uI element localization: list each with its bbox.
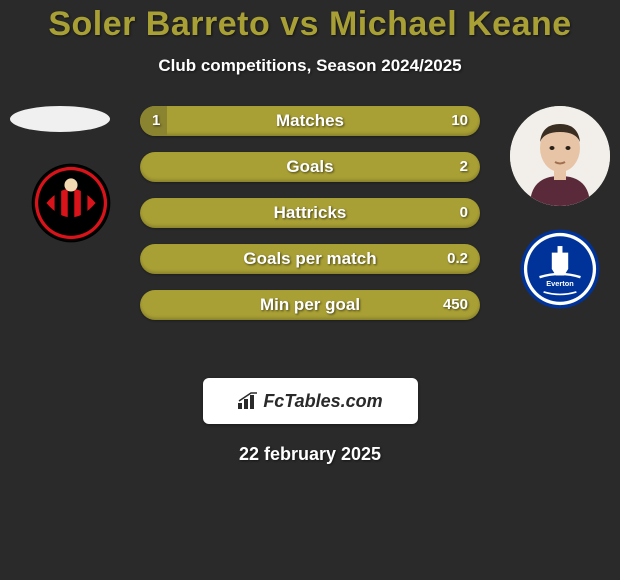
- stat-label: Goals: [140, 152, 480, 182]
- player-portrait-icon: [510, 106, 610, 206]
- bar-chart-icon: [237, 392, 259, 410]
- club-left-logo: [30, 162, 112, 244]
- subtitle: Club competitions, Season 2024/2025: [0, 56, 620, 76]
- stat-right-value: 10: [451, 106, 468, 136]
- left-column: [10, 106, 130, 244]
- brand-text: FcTables.com: [263, 391, 382, 412]
- brand-inner: FcTables.com: [237, 391, 382, 412]
- main-area: 1 Matches 10 Goals 2 Hattricks 0 Goals p…: [0, 106, 620, 366]
- date-text: 22 february 2025: [0, 444, 620, 465]
- stat-bars: 1 Matches 10 Goals 2 Hattricks 0 Goals p…: [140, 106, 480, 336]
- stat-label: Min per goal: [140, 290, 480, 320]
- stat-label: Matches: [140, 106, 480, 136]
- stat-label: Hattricks: [140, 198, 480, 228]
- everton-crest-icon: Everton: [519, 228, 601, 310]
- player-left-avatar: [10, 106, 110, 132]
- stat-right-value: 450: [443, 290, 468, 320]
- svg-text:Everton: Everton: [546, 279, 574, 288]
- stat-right-value: 2: [460, 152, 468, 182]
- stat-right-value: 0.2: [447, 244, 468, 274]
- comparison-card: Soler Barreto vs Michael Keane Club comp…: [0, 0, 620, 465]
- club-right-logo: Everton: [519, 228, 601, 310]
- bournemouth-crest-icon: [30, 162, 112, 244]
- brand-badge[interactable]: FcTables.com: [203, 378, 418, 424]
- stat-right-value: 0: [460, 198, 468, 228]
- player-right-avatar: [510, 106, 610, 206]
- stat-bar-goals-per-match: Goals per match 0.2: [140, 244, 480, 274]
- page-title: Soler Barreto vs Michael Keane: [0, 5, 620, 44]
- stat-bar-goals: Goals 2: [140, 152, 480, 182]
- right-column: Everton: [510, 106, 610, 310]
- stat-label: Goals per match: [140, 244, 480, 274]
- stat-bar-min-per-goal: Min per goal 450: [140, 290, 480, 320]
- stat-bar-matches: 1 Matches 10: [140, 106, 480, 136]
- stat-bar-hattricks: Hattricks 0: [140, 198, 480, 228]
